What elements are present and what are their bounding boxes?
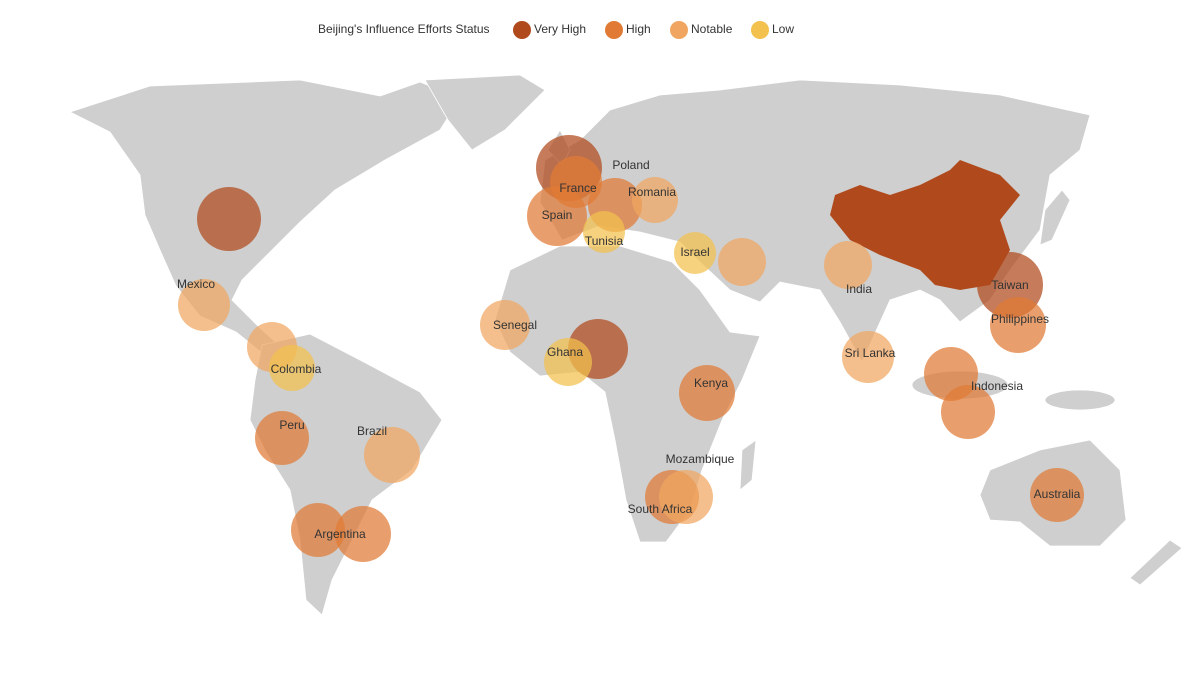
country-marker[interactable] xyxy=(632,177,678,223)
country-marker[interactable] xyxy=(659,470,713,524)
country-marker[interactable] xyxy=(527,186,587,246)
legend: Beijing's Influence Efforts Status Very … xyxy=(318,21,794,39)
country-marker[interactable] xyxy=(197,187,261,251)
country-marker[interactable] xyxy=(583,211,625,253)
country-label: Taiwan xyxy=(991,278,1028,292)
country-marker[interactable] xyxy=(1030,468,1084,522)
country-label: Argentina xyxy=(314,527,366,541)
country-label: Indonesia xyxy=(971,379,1023,393)
country-marker[interactable] xyxy=(824,241,872,289)
legend-swatch[interactable] xyxy=(670,21,688,39)
country-marker[interactable] xyxy=(544,338,592,386)
country-label: Sri Lanka xyxy=(845,346,896,360)
country-label: Australia xyxy=(1034,487,1081,501)
country-label: Poland xyxy=(612,158,649,172)
country-label: Philippines xyxy=(991,312,1049,326)
country-label: Israel xyxy=(680,245,709,259)
country-marker[interactable] xyxy=(941,385,995,439)
country-label: France xyxy=(559,181,597,195)
country-marker[interactable] xyxy=(990,297,1046,353)
country-marker[interactable] xyxy=(674,232,716,274)
country-marker[interactable] xyxy=(842,331,894,383)
country-label: Colombia xyxy=(271,362,322,376)
markers: Mexico Colombia Peru Brazil Argentina France P… xyxy=(177,135,1084,562)
north-america xyxy=(68,79,461,357)
legend-title: Beijing's Influence Efforts Status xyxy=(318,22,490,36)
greenland xyxy=(424,74,546,151)
country-marker[interactable] xyxy=(291,503,345,557)
country-label: Mozambique xyxy=(666,452,735,466)
country-marker[interactable] xyxy=(480,300,530,350)
country-label: South Africa xyxy=(628,502,693,516)
country-label: Spain xyxy=(542,208,573,222)
country-label: Kenya xyxy=(694,376,728,390)
country-marker[interactable] xyxy=(178,279,230,331)
land xyxy=(68,74,1183,616)
country-marker[interactable] xyxy=(364,427,420,483)
country-label: Tunisia xyxy=(585,234,624,248)
legend-swatch[interactable] xyxy=(751,21,769,39)
country-label: Romania xyxy=(628,185,676,199)
country-marker[interactable] xyxy=(269,345,315,391)
legend-label[interactable]: Low xyxy=(772,22,794,36)
country-label: Mexico xyxy=(177,277,215,291)
new-zealand xyxy=(1129,539,1183,586)
madagascar xyxy=(739,439,757,491)
country-label: Brazil xyxy=(357,424,387,438)
country-marker[interactable] xyxy=(718,238,766,286)
country-label: Peru xyxy=(279,418,304,432)
legend-label[interactable]: Notable xyxy=(691,22,733,36)
country-marker[interactable] xyxy=(679,365,735,421)
legend-label[interactable]: High xyxy=(626,22,651,36)
country-label: Senegal xyxy=(493,318,537,332)
legend-label[interactable]: Very High xyxy=(534,22,586,36)
legend-swatch[interactable] xyxy=(605,21,623,39)
country-marker[interactable] xyxy=(335,506,391,562)
country-label: Ghana xyxy=(547,345,583,359)
japan xyxy=(1039,189,1071,246)
country-label: India xyxy=(846,282,872,296)
country-marker[interactable] xyxy=(255,411,309,465)
new-guinea xyxy=(1044,389,1116,411)
china-region xyxy=(830,160,1020,290)
legend-swatch[interactable] xyxy=(513,21,531,39)
